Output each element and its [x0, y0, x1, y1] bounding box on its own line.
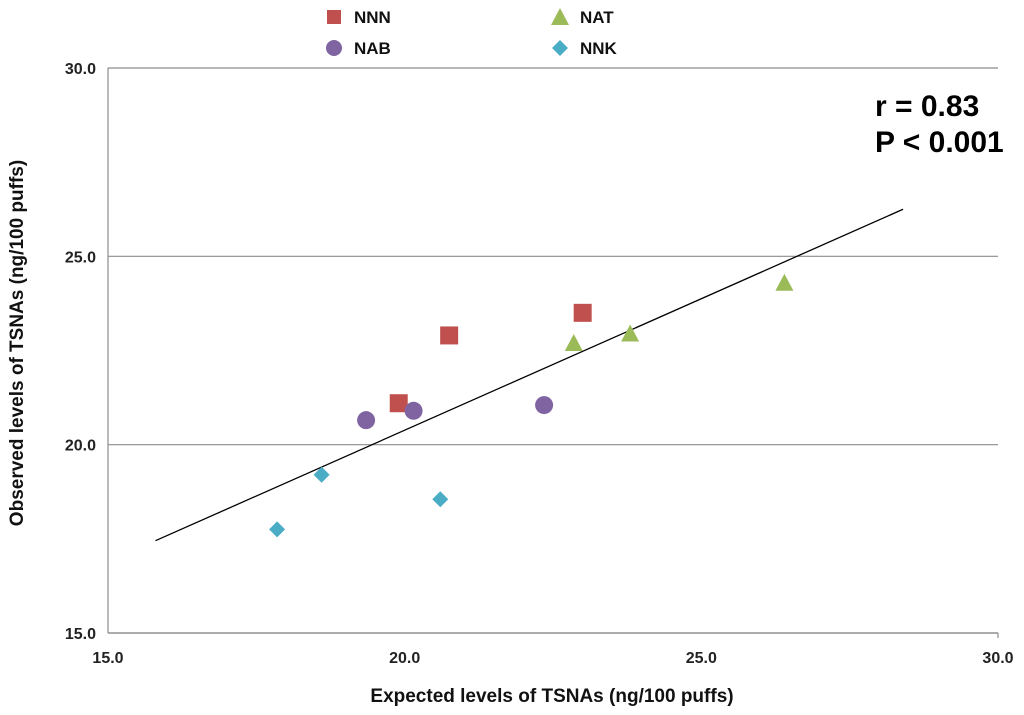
point-nab-1: [357, 411, 376, 430]
y-tick-label: 25.0: [65, 249, 96, 266]
y-axis-ticks: 15.0 20.0 25.0 30.0: [65, 61, 96, 643]
x-tick-label: 30.0: [982, 650, 1013, 667]
point-nat-2: [621, 324, 640, 342]
plot-area: [107, 68, 999, 638]
legend-marker-triangle: [551, 8, 569, 25]
point-nat-1: [564, 333, 583, 351]
point-nnk-2: [313, 466, 330, 483]
legend-item-nat: NAT: [551, 8, 614, 27]
x-axis-ticks: 15.0 20.0 25.0 30.0: [92, 650, 1013, 667]
point-nab-2: [404, 401, 423, 420]
legend-item-nnn: NNN: [327, 8, 391, 27]
point-nnn-1: [389, 394, 408, 413]
legend: NNN NAT NAB NNK: [326, 8, 618, 58]
gridlines: [108, 67, 998, 634]
legend-item-nab: NAB: [326, 39, 391, 58]
legend-marker-square: [327, 10, 341, 24]
y-tick-label: 15.0: [65, 626, 96, 643]
x-tick-label: 15.0: [92, 650, 123, 667]
y-tick-label: 30.0: [65, 61, 96, 78]
point-nnk-1: [269, 521, 286, 538]
legend-marker-circle: [326, 40, 342, 56]
legend-marker-diamond: [552, 40, 568, 56]
correlation-annotation: r = 0.83: [875, 90, 979, 123]
point-nab-3: [535, 396, 554, 415]
p-value-annotation: P < 0.001: [875, 126, 1004, 159]
legend-item-nnk: NNK: [552, 39, 618, 58]
trendline: [155, 208, 904, 542]
point-nnn-2: [440, 326, 459, 345]
x-axis-title: Expected levels of TSNAs (ng/100 puffs): [370, 686, 733, 707]
point-nnn-3: [573, 303, 592, 322]
point-nat-3: [775, 273, 794, 291]
point-nnk-3: [432, 491, 449, 508]
x-tick-label: 25.0: [686, 650, 717, 667]
legend-label: NAT: [580, 8, 614, 27]
legend-label: NAB: [354, 39, 391, 58]
y-axis-title: Observed levels of TSNAs (ng/100 puffs): [7, 160, 28, 526]
x-tick-label: 20.0: [389, 650, 420, 667]
data-points: [269, 273, 794, 538]
trendline-group: [155, 208, 904, 542]
legend-label: NNK: [580, 39, 618, 58]
legend-label: NNN: [354, 8, 391, 27]
y-tick-label: 20.0: [65, 438, 96, 455]
